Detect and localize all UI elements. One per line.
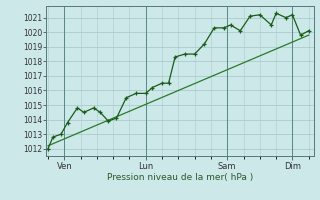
X-axis label: Pression niveau de la mer( hPa ): Pression niveau de la mer( hPa ) xyxy=(107,173,253,182)
